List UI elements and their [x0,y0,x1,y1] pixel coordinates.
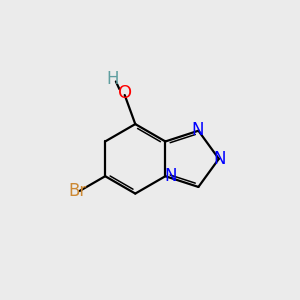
Text: H: H [106,70,118,88]
Text: N: N [213,150,226,168]
Text: Br: Br [68,182,86,200]
Text: O: O [118,84,132,102]
Text: N: N [164,167,177,184]
Text: N: N [192,121,204,139]
